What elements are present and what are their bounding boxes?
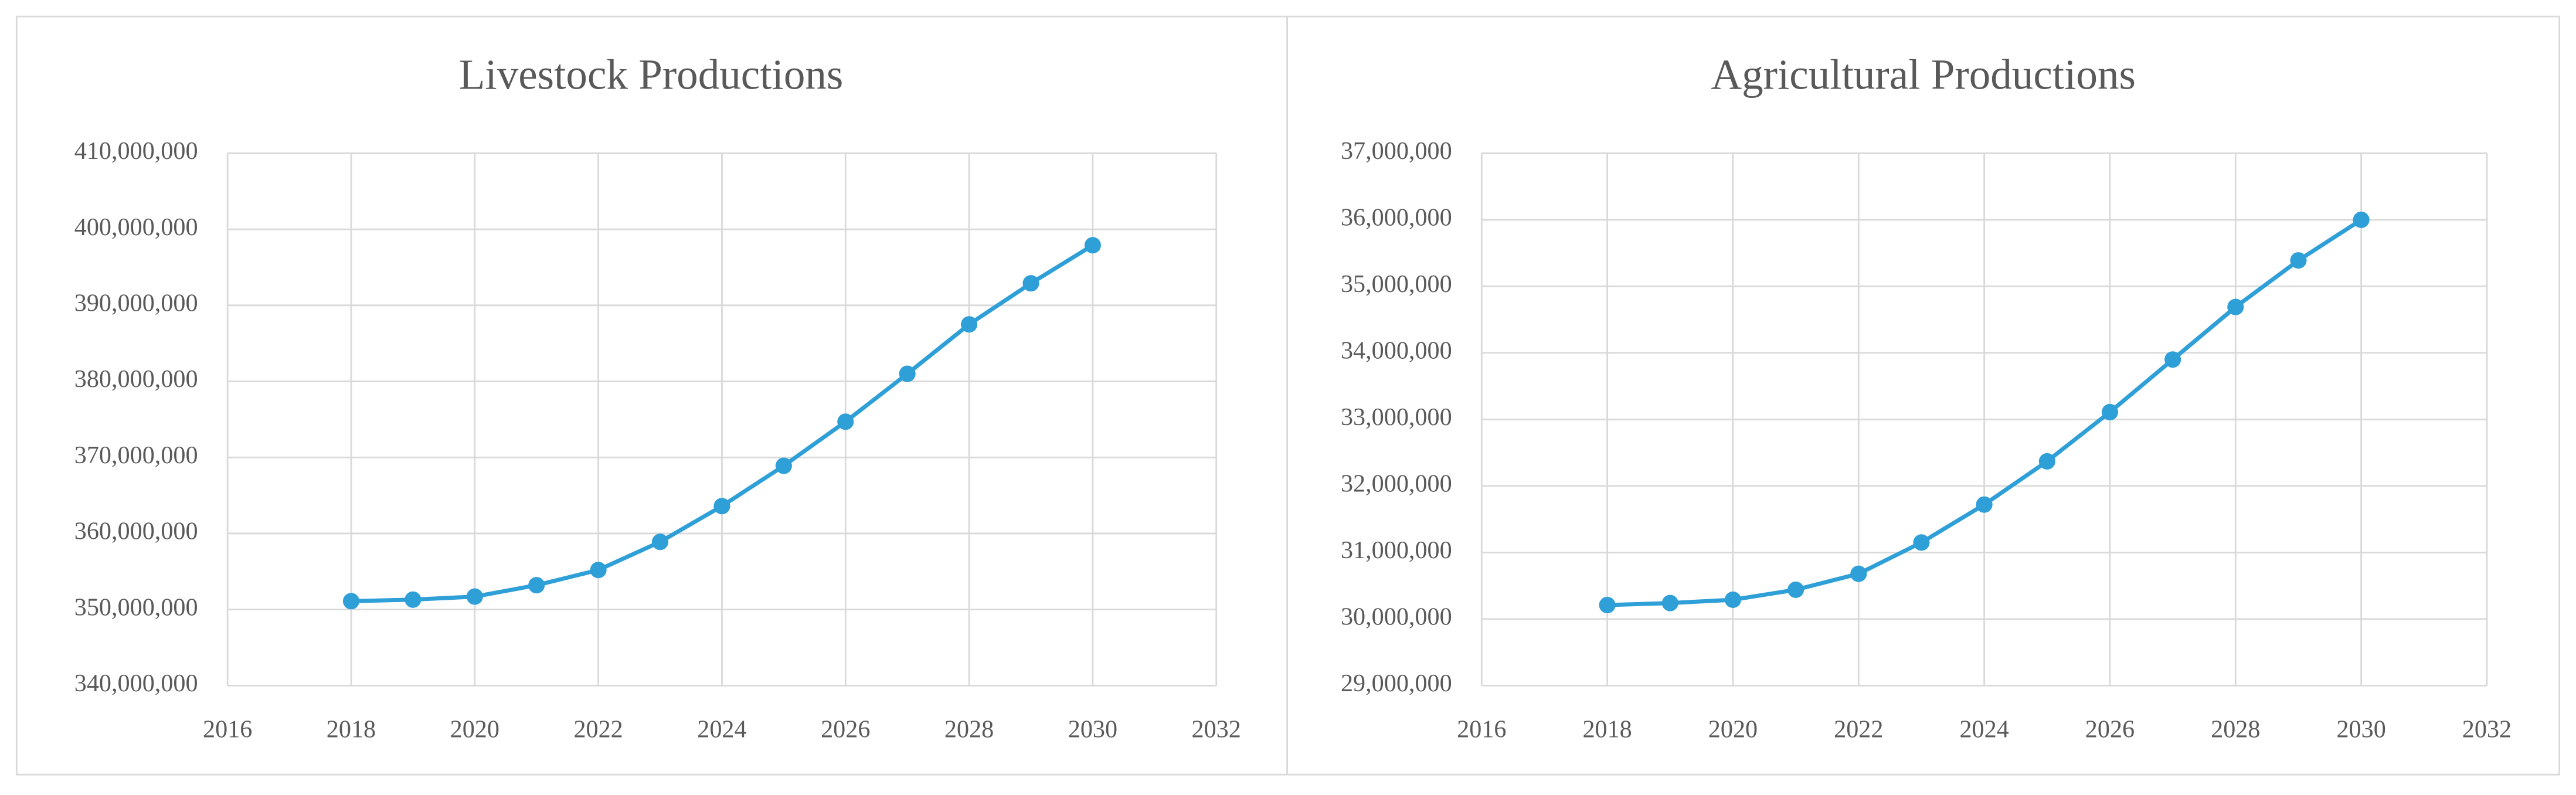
x-tick-label: 2018 <box>327 716 376 743</box>
x-tick-label: 2024 <box>697 716 746 743</box>
x-tick-label: 2016 <box>203 716 252 743</box>
chart-title: Agricultural Productions <box>1711 51 2136 98</box>
y-tick-label: 31,000,000 <box>1341 536 1452 564</box>
x-tick-label: 2026 <box>2085 716 2135 743</box>
x-tick-label: 2022 <box>1834 716 1883 743</box>
data-point <box>590 562 607 579</box>
x-tick-label: 2026 <box>821 716 870 743</box>
x-tick-label: 2032 <box>2462 716 2512 743</box>
chart-title: Livestock Productions <box>459 51 844 98</box>
x-tick-label: 2028 <box>944 716 994 743</box>
data-point <box>1850 565 1867 582</box>
y-tick-label: 360,000,000 <box>74 518 198 545</box>
y-tick-label: 34,000,000 <box>1341 337 1452 365</box>
data-point <box>651 534 669 551</box>
data-point <box>466 588 483 605</box>
x-tick-label: 2030 <box>2336 716 2385 743</box>
data-point <box>1913 534 1930 551</box>
x-tick-label: 2020 <box>1708 716 1758 743</box>
data-point <box>837 413 854 430</box>
y-tick-label: 400,000,000 <box>74 213 198 241</box>
x-tick-label: 2016 <box>1457 716 1506 743</box>
data-point <box>1787 581 1804 598</box>
data-point <box>1661 594 1678 611</box>
y-tick-label: 340,000,000 <box>74 670 198 697</box>
data-point <box>405 591 422 608</box>
data-point <box>1724 591 1742 609</box>
y-tick-label: 36,000,000 <box>1341 204 1452 232</box>
y-tick-label: 33,000,000 <box>1341 403 1452 431</box>
data-point <box>1022 275 1039 292</box>
data-point <box>2353 211 2370 228</box>
data-point <box>342 593 360 610</box>
data-point <box>2227 298 2244 315</box>
x-tick-label: 2020 <box>450 716 499 743</box>
data-point <box>1084 237 1101 254</box>
data-point <box>2164 351 2181 368</box>
data-point <box>961 316 978 333</box>
y-tick-label: 350,000,000 <box>74 593 198 621</box>
x-tick-label: 2018 <box>1582 716 1632 743</box>
x-tick-label: 2030 <box>1068 716 1117 743</box>
data-point <box>2290 252 2307 269</box>
y-tick-label: 37,000,000 <box>1341 137 1452 165</box>
y-tick-label: 35,000,000 <box>1341 270 1452 298</box>
data-point <box>2101 403 2119 420</box>
y-tick-label: 370,000,000 <box>74 441 198 469</box>
x-tick-label: 2028 <box>2211 716 2260 743</box>
y-tick-label: 32,000,000 <box>1341 470 1452 498</box>
x-tick-label: 2024 <box>1959 716 2009 743</box>
data-point <box>775 457 792 474</box>
y-tick-label: 29,000,000 <box>1341 670 1452 697</box>
y-tick-label: 30,000,000 <box>1341 603 1452 631</box>
data-point <box>713 498 730 515</box>
y-tick-label: 390,000,000 <box>74 289 198 317</box>
data-point <box>528 577 545 594</box>
data-point <box>2038 453 2055 470</box>
y-tick-label: 410,000,000 <box>74 137 198 165</box>
chart-border <box>15 15 2561 776</box>
data-point <box>1976 496 1993 513</box>
y-tick-label: 380,000,000 <box>74 365 198 393</box>
x-tick-label: 2022 <box>573 716 623 743</box>
data-point <box>1599 596 1616 614</box>
data-point <box>899 365 916 382</box>
x-tick-label: 2032 <box>1192 716 1241 743</box>
